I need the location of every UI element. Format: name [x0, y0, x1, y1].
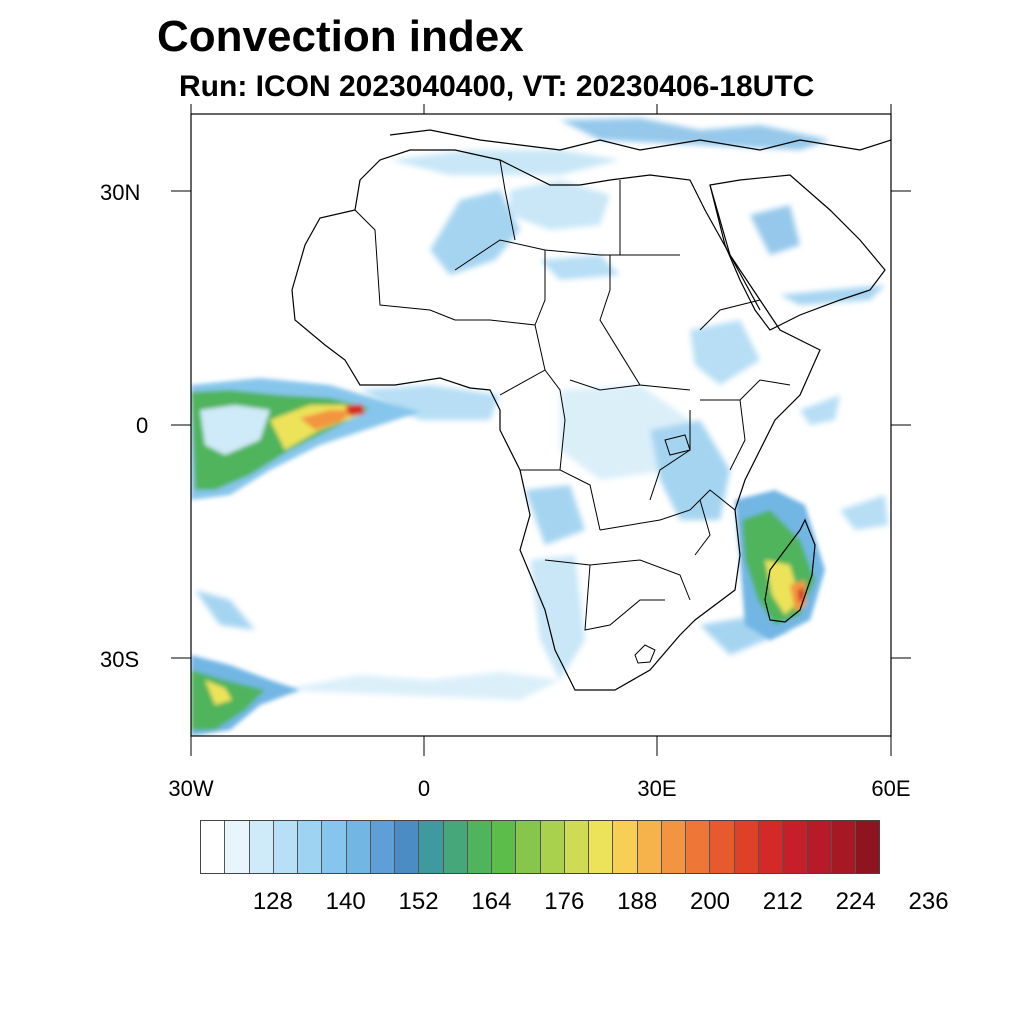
moz-red [798, 588, 804, 602]
colorbar-cell [201, 821, 226, 873]
plume-atl-inner-blue [200, 405, 270, 455]
red-sea-line [709, 184, 761, 311]
border-6 [534, 250, 546, 326]
lesotho-border [634, 644, 656, 664]
colorbar-cell [686, 821, 711, 873]
colorbar-cell [734, 821, 759, 873]
colorbar-tick-label: 176 [544, 888, 585, 915]
lon-label-30e: 30E [637, 776, 677, 801]
colorbar-cell [370, 821, 395, 873]
plume-atl-orange [300, 410, 355, 430]
colorbar-cell [395, 821, 420, 873]
border-18 [694, 499, 711, 556]
field-namibia-patch [530, 555, 585, 680]
border-11 [599, 489, 736, 531]
lon-label-60e: 60E [871, 776, 911, 801]
lat-label-30n: 30N [100, 180, 141, 205]
field-gulf-patch [780, 285, 885, 305]
field-guinea-coast [360, 385, 500, 420]
colorbar-cell [298, 821, 323, 873]
border-4 [619, 180, 680, 256]
lat-label-30s: 30S [100, 647, 140, 672]
colorbar-cell [467, 821, 492, 873]
field-libya-patch [510, 180, 610, 230]
colorbar-cell [661, 821, 686, 873]
border-1 [354, 209, 456, 321]
map-title: Convection index [157, 12, 524, 61]
colorbar-cell [807, 821, 832, 873]
lon-label-0: 0 [417, 776, 431, 801]
field-east-ocean [840, 495, 888, 530]
colorbar-cell [855, 821, 879, 873]
field-indian-ocean [800, 395, 840, 425]
map-subtitle: Run: ICON 2023040400, VT: 20230406-18UTC [179, 70, 815, 103]
plume-atl-red [345, 404, 365, 416]
colorbar-cell [589, 821, 614, 873]
colorbar-cell [637, 821, 662, 873]
colorbar-cell [710, 821, 735, 873]
colorbar-tick-label: 212 [762, 888, 803, 915]
colorbar-cell [516, 821, 541, 873]
colorbar-tick-label: 236 [908, 888, 949, 915]
country-borders [354, 159, 791, 664]
colorbar-cell [783, 821, 808, 873]
border-3 [499, 159, 516, 241]
lat-label-0: 0 [136, 413, 149, 438]
colorbar-cell [613, 821, 638, 873]
border-16 [699, 299, 761, 331]
africa-coastline [291, 149, 821, 691]
colorbar-tick-label: 188 [617, 888, 658, 915]
border-13 [584, 564, 665, 631]
moz-yellow [765, 560, 800, 615]
border-7 [599, 255, 691, 391]
colorbar-cell [249, 821, 274, 873]
colorbar-cell [540, 821, 565, 873]
border-9 [544, 369, 601, 531]
axis-ticks [171, 104, 911, 756]
field-sw-atlantic [195, 590, 255, 630]
colorbar-cell [564, 821, 589, 873]
colorbar-tick-label: 164 [471, 888, 512, 915]
lon-label-30w: 30W [168, 776, 214, 801]
colorbar-tick-label: 128 [252, 888, 293, 915]
border-14 [649, 410, 691, 501]
field-med-patch [560, 118, 830, 150]
border-5 [455, 319, 546, 396]
coastlines [291, 129, 891, 691]
border-15 [700, 399, 746, 471]
colorbar-tick-label: 224 [835, 888, 876, 915]
convection-field [191, 118, 888, 736]
field-ethiopia-patch [690, 320, 760, 385]
colorbar-tick-label: 152 [398, 888, 439, 915]
field-eastafrica-patch [650, 420, 730, 520]
colorbar-cell [758, 821, 783, 873]
colorbar-cell [346, 821, 371, 873]
colorbar-cell [225, 821, 250, 873]
field-angola-patch [525, 485, 585, 545]
field-southern-ocean [280, 672, 560, 700]
border-12 [544, 559, 691, 601]
madagascar-coastline [764, 518, 816, 623]
colorbar-tick-label: 200 [689, 888, 731, 915]
colorbar-cell [443, 821, 468, 873]
colorbar-cell [831, 821, 856, 873]
lake-victoria [664, 434, 691, 456]
field-sahel-band [540, 255, 620, 280]
europe-coastline [389, 129, 891, 151]
colorbar [200, 820, 880, 874]
satl-yellow [205, 680, 232, 705]
border-17 [739, 379, 791, 401]
field-arabia-patch [750, 205, 800, 255]
colorbar-cell [492, 821, 517, 873]
border-8 [569, 379, 641, 391]
arabia-coastline [709, 174, 886, 331]
colorbar-cell [273, 821, 298, 873]
colorbar-cell [419, 821, 444, 873]
field-sahara-patch [430, 190, 520, 275]
colorbar-tick-label: 140 [325, 888, 366, 915]
colorbar-cell [322, 821, 347, 873]
